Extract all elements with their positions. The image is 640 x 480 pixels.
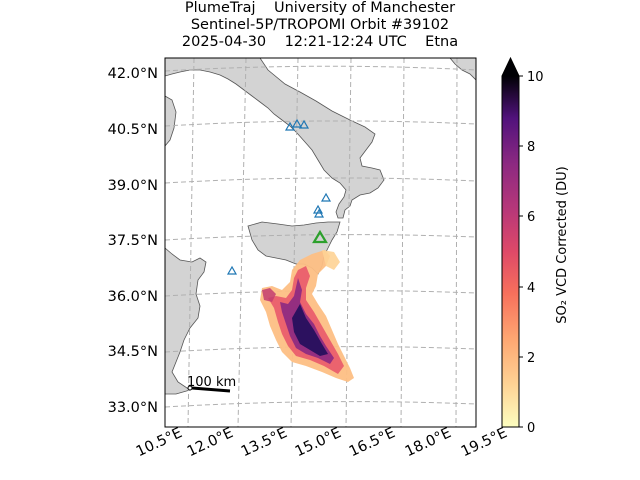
lon-label: 18.0°E xyxy=(403,425,454,460)
plume-north-fringe xyxy=(322,250,340,270)
colorbar-tick-label: 8 xyxy=(527,140,535,155)
lat-label: 37.5°N xyxy=(108,233,158,249)
lat-label: 40.5°N xyxy=(108,122,158,138)
volcano-markers xyxy=(226,118,332,275)
colorbar-tick-label: 10 xyxy=(527,70,544,85)
map-title-line-1: PlumeTraj University of Manchester xyxy=(184,0,456,16)
lon-label: 15.0°E xyxy=(293,425,344,460)
map-panel: 100 km xyxy=(165,58,476,427)
volcano-icon xyxy=(226,265,238,275)
lat-label: 36.0°N xyxy=(108,289,158,305)
longitude-labels: 10.5°E 12.0°E 13.5°E 15.0°E 16.5°E 18.0°… xyxy=(134,425,510,460)
plume-core xyxy=(292,304,328,356)
plume-tail-west xyxy=(262,288,276,302)
volcano-icon xyxy=(312,204,324,214)
map-title-line-3: 2025-04-30 12:21-12:24 UTC Etna xyxy=(181,34,459,50)
volcano-icon xyxy=(298,119,310,129)
volcano-icon xyxy=(291,118,303,128)
colorbar-tick-label: 0 xyxy=(527,421,535,436)
volcano-icon xyxy=(284,121,296,131)
colorbar-tick-labels: 0 2 4 6 8 10 xyxy=(527,70,544,436)
volcano-icon xyxy=(320,192,332,202)
lon-label: 13.5°E xyxy=(239,425,290,460)
colorbar-tick-label: 2 xyxy=(527,351,535,366)
colorbar-label: SO₂ VCD Corrected (DU) xyxy=(555,166,570,323)
lon-label: 19.5°E xyxy=(459,425,510,460)
lat-label: 33.0°N xyxy=(108,400,158,416)
scale-bar-label: 100 km xyxy=(187,375,236,390)
volcano-icon xyxy=(313,208,325,218)
italy-mainland xyxy=(165,58,385,219)
lon-label: 10.5°E xyxy=(134,425,185,460)
colorbar: 0 2 4 6 8 10 SO₂ VCD Corrected (DU) xyxy=(501,56,570,436)
colorbar-ticks xyxy=(519,75,523,428)
so2-plume xyxy=(260,250,354,382)
lon-label: 16.5°E xyxy=(347,425,398,460)
lon-label: 12.0°E xyxy=(185,425,236,460)
scale-bar: 100 km xyxy=(187,375,236,393)
map-frame xyxy=(164,57,477,428)
colorbar-tick-label: 4 xyxy=(527,281,535,296)
colorbar-frame xyxy=(501,56,520,428)
lat-label: 39.0°N xyxy=(108,178,158,194)
map-title-line-2: Sentinel-5P/TROPOMI Orbit #39102 xyxy=(190,17,450,33)
sardinia xyxy=(165,95,177,147)
latitude-labels: 42.0°N 40.5°N 39.0°N 37.5°N 36.0°N 34.5°… xyxy=(108,66,158,416)
colorbar-gradient xyxy=(502,76,519,427)
colorbar-extend-arrow xyxy=(502,58,519,76)
etna-source-icon xyxy=(312,229,328,244)
lat-label: 34.5°N xyxy=(108,344,158,360)
lat-label: 42.0°N xyxy=(108,66,158,82)
north-africa xyxy=(165,247,207,395)
colorbar-tick-label: 6 xyxy=(527,210,535,225)
